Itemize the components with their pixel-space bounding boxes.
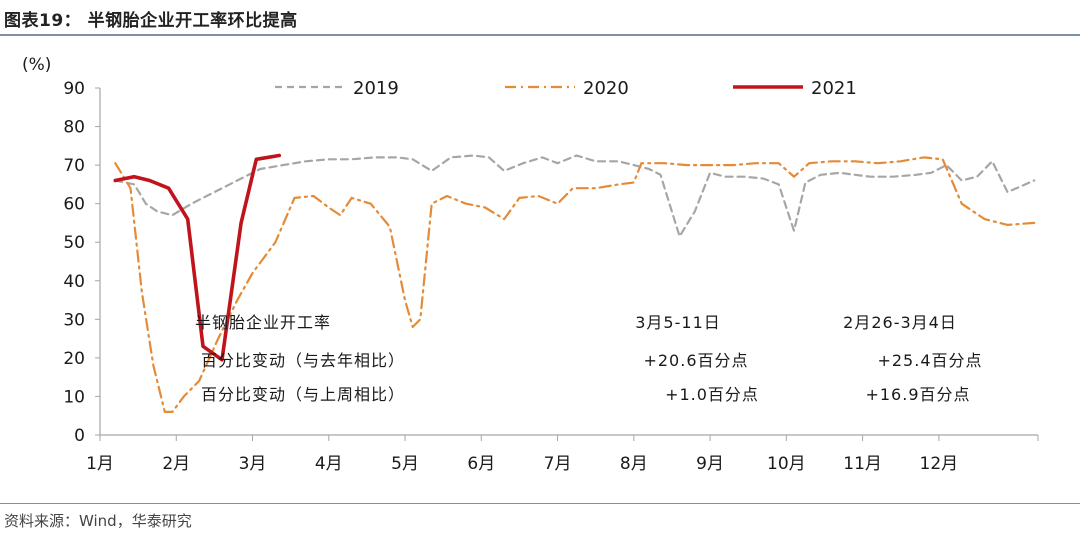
series-line-2021 [113,153,282,362]
y-tick-label: 0 [74,426,85,446]
annotation-col2-value: +16.9百分点 [865,385,970,404]
annotation-col2-header: 2月26-3月4日 [843,313,957,332]
annotation-col1-value: +1.0百分点 [665,385,759,404]
x-tick-label: 12月 [920,454,959,474]
y-tick-label: 20 [63,349,85,369]
annotation-row-label: 半钢胎企业开工率 [195,313,331,332]
source-note: 资料来源：Wind，华泰研究 [4,512,192,530]
title-rule [0,34,1080,36]
x-tick-label: 8月 [620,454,648,474]
y-axis-unit: (%) [22,55,51,75]
legend-label-2021: 2021 [811,78,857,99]
y-tick-label: 30 [63,310,85,330]
x-tick-label: 3月 [239,454,267,474]
y-tick-label: 90 [63,79,85,99]
annotation-col1-value: +20.6百分点 [643,351,748,370]
x-axis-ticks: 1月 2月 3月 4月 5月 6月 7月 8月 9月 10月 11月 12月 [86,435,1039,474]
series-line-2019 [114,154,1036,238]
source-rule [0,503,1080,504]
annotation-row-label: 百分比变动（与上周相比） [201,385,405,404]
x-tick-label: 5月 [391,454,419,474]
y-axis-ticks: 0 10 20 30 40 50 60 70 80 90 [63,79,100,446]
annotation-row-label: 百分比变动（与去年相比） [201,351,405,370]
legend-label-2019: 2019 [353,78,399,99]
x-tick-label: 6月 [467,454,495,474]
legend-label-2020: 2020 [583,78,629,99]
series-line-2020 [114,156,1036,413]
x-tick-label: 9月 [696,454,724,474]
y-tick-label: 50 [63,233,85,253]
x-tick-label: 10月 [767,454,806,474]
annotation-col2-value: +25.4百分点 [877,351,982,370]
y-tick-label: 60 [63,195,85,215]
y-tick-label: 40 [63,272,85,292]
series-layer [113,153,1036,413]
x-tick-label: 4月 [315,454,343,474]
figure-title: 图表19： 半钢胎企业开工率环比提高 [4,11,298,31]
y-tick-label: 80 [63,118,85,138]
x-tick-label: 1月 [86,454,114,474]
x-tick-label: 2月 [162,454,190,474]
x-tick-label: 11月 [843,454,882,474]
y-tick-label: 70 [63,156,85,176]
legend: 2019 2020 2021 [275,78,857,99]
x-tick-label: 7月 [544,454,572,474]
y-tick-label: 10 [63,387,85,407]
annotation-col1-header: 3月5-11日 [635,313,721,332]
